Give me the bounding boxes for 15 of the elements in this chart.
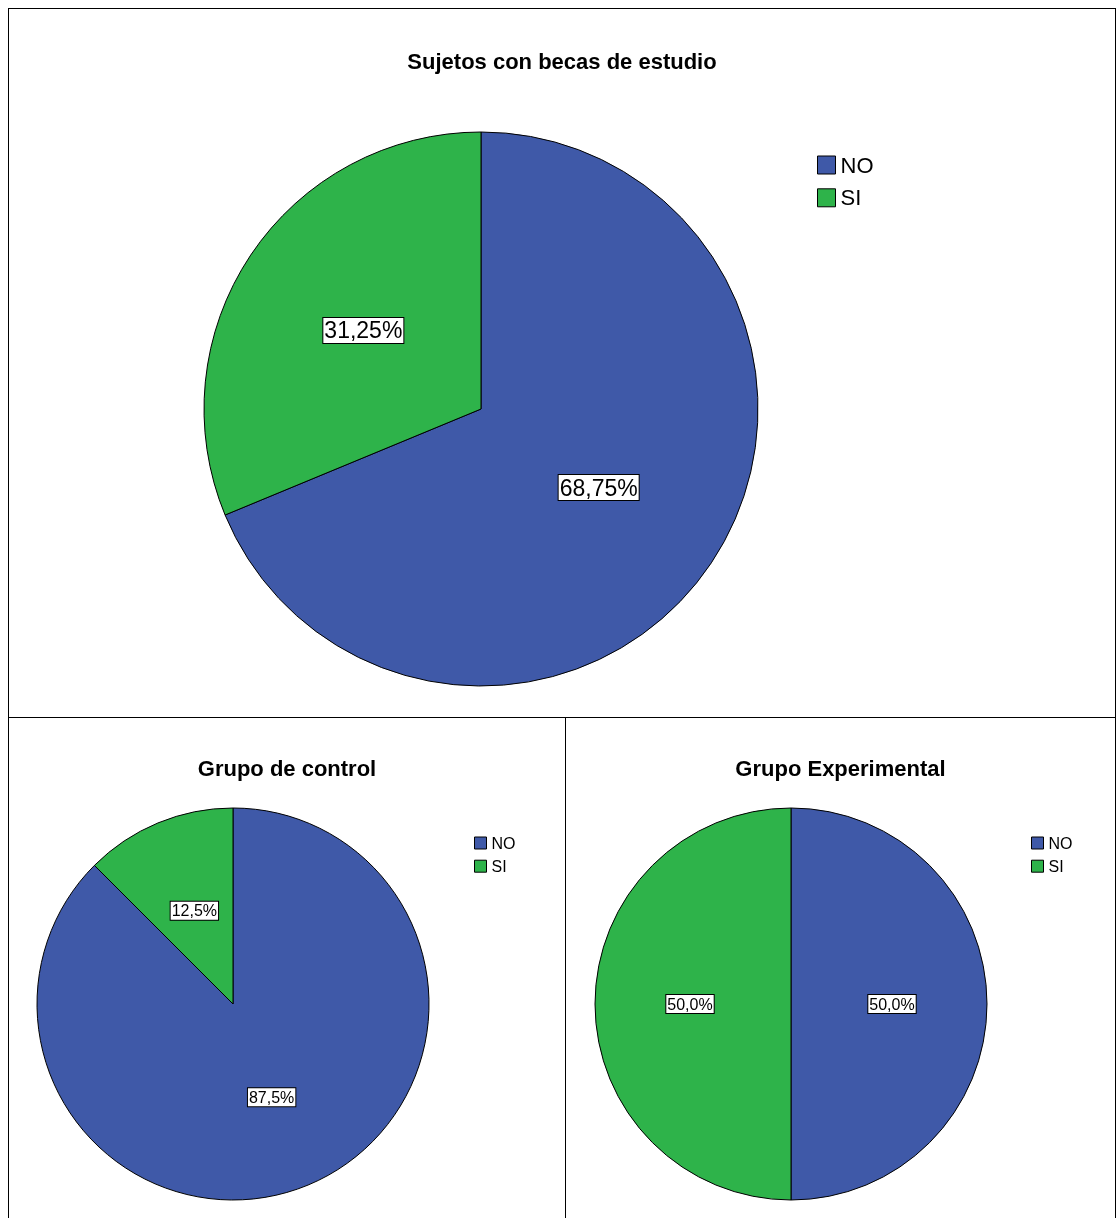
data-label: 87,5% (248, 1088, 295, 1106)
data-label: 50,0% (667, 995, 713, 1013)
legend-label: NO (840, 152, 874, 178)
data-label: 12,5% (171, 902, 218, 920)
legend-label: NO (491, 834, 516, 852)
data-label: 31,25% (324, 317, 403, 344)
legend-label: NO (1048, 834, 1073, 852)
legend-label: SI (1048, 857, 1064, 875)
data-label: 68,75% (559, 474, 638, 501)
legend-label: SI (840, 185, 862, 211)
chart-title: Sujetos con becas de estudio (407, 48, 717, 74)
legend-label: SI (491, 857, 507, 875)
chart-title: Grupo de control (197, 755, 377, 781)
data-label: 50,0% (869, 995, 915, 1013)
chart-title: Grupo Experimental (735, 755, 946, 781)
